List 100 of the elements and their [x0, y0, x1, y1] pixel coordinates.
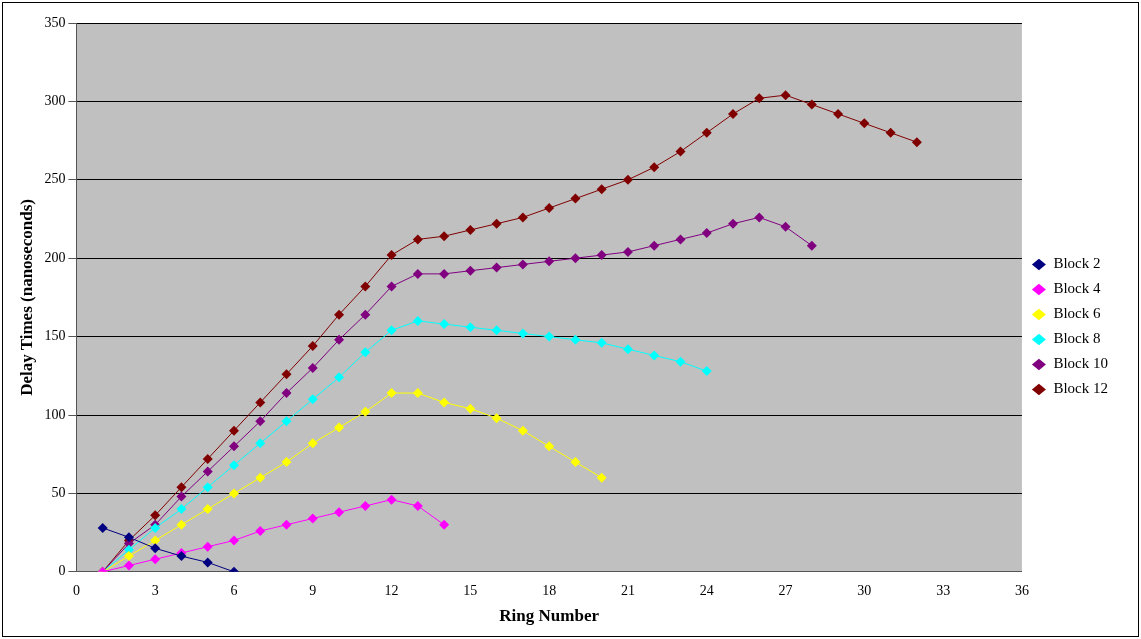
point [675, 234, 686, 245]
point [649, 350, 660, 361]
x-tick-label: 27 [778, 582, 793, 598]
point [622, 174, 633, 185]
point [596, 250, 607, 261]
x-tick-label: 9 [309, 582, 317, 598]
x-tick-label: 15 [463, 582, 478, 598]
point [465, 224, 476, 235]
point [386, 494, 397, 505]
y-tick-label: 250 [44, 171, 66, 187]
point [202, 482, 213, 493]
point [307, 394, 318, 405]
point [360, 309, 371, 320]
point [439, 268, 450, 279]
point [596, 337, 607, 348]
point [544, 203, 555, 214]
point [307, 341, 318, 352]
point [150, 543, 161, 554]
point [202, 541, 213, 552]
point [123, 560, 134, 571]
y-tick-label: 50 [51, 485, 66, 501]
point [859, 118, 870, 129]
x-tick-label: 21 [620, 582, 635, 598]
point [176, 482, 187, 493]
x-tick-label: 3 [151, 582, 159, 598]
point [491, 262, 502, 273]
y-tick-label: 350 [44, 14, 66, 30]
x-axis-title: Ring Number [499, 606, 600, 626]
point [465, 322, 476, 333]
x-tick-label: 33 [936, 582, 951, 598]
point [517, 328, 528, 339]
point [281, 416, 292, 427]
point [386, 250, 397, 261]
point [176, 551, 187, 562]
legend-label: Block 8 [1053, 330, 1101, 347]
point [780, 221, 791, 232]
point [570, 334, 581, 345]
y-tick-label: 0 [58, 563, 66, 579]
point [754, 93, 765, 104]
x-tick-label: 0 [72, 582, 80, 598]
point [307, 513, 318, 524]
point [150, 510, 161, 521]
legend-label: Block 6 [1053, 305, 1101, 322]
point [123, 551, 134, 562]
legend-label: Block 12 [1053, 380, 1109, 397]
point [281, 519, 292, 530]
point [439, 319, 450, 330]
point [307, 362, 318, 373]
point [570, 253, 581, 264]
point [675, 146, 686, 157]
point [701, 127, 712, 138]
point [255, 526, 266, 537]
point [491, 218, 502, 229]
point [150, 535, 161, 546]
point [412, 388, 423, 399]
point [202, 557, 213, 568]
point [281, 369, 292, 380]
point [570, 457, 581, 468]
point [491, 413, 502, 424]
point [412, 315, 423, 326]
point [202, 466, 213, 477]
point [360, 406, 371, 417]
point [255, 472, 266, 483]
point [806, 99, 817, 110]
point [97, 522, 108, 533]
point [412, 500, 423, 511]
point [228, 535, 239, 546]
point [228, 460, 239, 471]
point [517, 425, 528, 436]
point [360, 347, 371, 358]
point [439, 397, 450, 408]
point [202, 504, 213, 515]
y-axis-title: Delay Times (nanoseconds) [16, 199, 36, 396]
y-tick-label: 150 [44, 328, 66, 344]
point [491, 325, 502, 336]
point [255, 397, 266, 408]
point [701, 366, 712, 377]
point [334, 422, 345, 433]
y-tick-label: 300 [44, 93, 66, 109]
point [439, 519, 450, 530]
x-tick-label: 18 [542, 582, 557, 598]
point [596, 184, 607, 195]
point [176, 504, 187, 515]
x-tick-label: 36 [1014, 582, 1029, 598]
x-tick-label: 12 [384, 582, 399, 598]
point [649, 240, 660, 251]
point [806, 240, 817, 251]
point [386, 388, 397, 399]
point [622, 246, 633, 257]
point [544, 256, 555, 267]
point [334, 507, 345, 518]
point [570, 193, 581, 204]
x-tick-label: 30 [857, 582, 872, 598]
x-tick-label: 24 [699, 582, 714, 598]
point [176, 519, 187, 530]
x-tick-label: 6 [230, 582, 238, 598]
point [885, 127, 896, 138]
point [439, 231, 450, 242]
legend-label: Block 2 [1053, 255, 1101, 272]
point [228, 488, 239, 499]
